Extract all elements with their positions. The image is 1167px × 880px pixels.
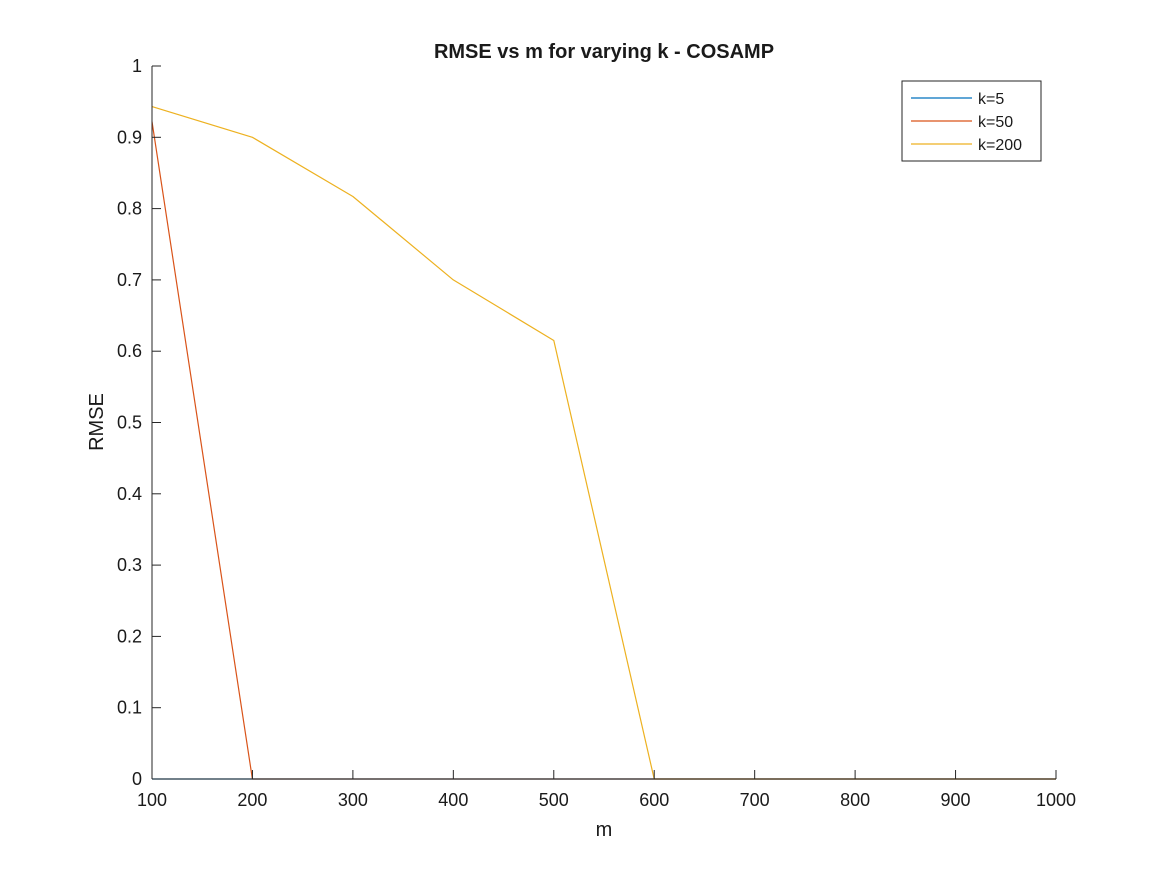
legend-label: k=50 [978, 114, 1013, 131]
y-tick-label: 0.8 [117, 199, 142, 219]
y-tick-label: 0.9 [117, 127, 142, 147]
x-tick-label: 100 [137, 790, 167, 810]
y-tick-label: 0.5 [117, 413, 142, 433]
x-tick-label: 1000 [1036, 790, 1076, 810]
y-tick-label: 0.4 [117, 484, 142, 504]
y-tick-label: 0.6 [117, 341, 142, 361]
x-axis-label: m [596, 819, 613, 841]
y-tick-label: 0.3 [117, 555, 142, 575]
legend: k=5 k=50 k=200 [901, 80, 1042, 162]
axes-layer: 100 200 300 400 500 600 700 800 900 1000 0 0.1 0.2 0.… [117, 56, 1076, 810]
chart-title: RMSE vs m for varying k - COSAMP [434, 41, 774, 63]
x-tick-label: 500 [539, 790, 569, 810]
x-tick-label: 200 [237, 790, 267, 810]
series-line-k-50 [151, 121, 1056, 780]
x-tick-label: 900 [941, 790, 971, 810]
x-tick-label: 700 [740, 790, 770, 810]
series-line-k-200 [151, 106, 1056, 780]
y-tick-label: 0.1 [117, 698, 142, 718]
series-layer [151, 106, 1056, 780]
y-axis-label: RMSE [86, 393, 108, 451]
y-tick-label: 0 [132, 769, 142, 789]
x-tick-label: 800 [840, 790, 870, 810]
x-tick-label: 600 [639, 790, 669, 810]
y-tick-label: 0.2 [117, 626, 142, 646]
y-tick-label: 0.7 [117, 270, 142, 290]
legend-label: k=5 [978, 91, 1004, 108]
x-tick-label: 300 [338, 790, 368, 810]
y-tick-label: 1 [132, 56, 142, 76]
legend-label: k=200 [978, 137, 1022, 154]
x-tick-label: 400 [438, 790, 468, 810]
